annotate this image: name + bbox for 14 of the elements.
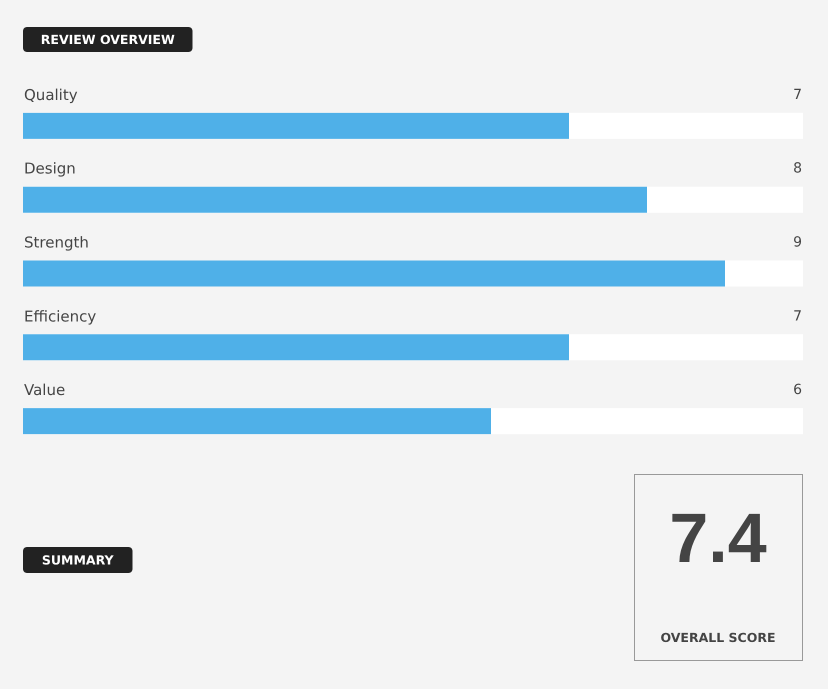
text: 7.4 bbox=[669, 499, 767, 577]
data-label: 8 bbox=[793, 160, 802, 177]
y-tick-label: Strength bbox=[24, 234, 89, 252]
chart-title: REVIEW OVERVIEW bbox=[40, 32, 175, 47]
data-label: 6 bbox=[793, 382, 802, 398]
text: OVERALL SCORE bbox=[660, 630, 776, 645]
y-tick-label: Efficiency bbox=[24, 307, 96, 326]
data-label: 7 bbox=[793, 308, 802, 324]
y-tick-label: Design bbox=[24, 160, 76, 178]
y-tick-label: Value bbox=[24, 381, 66, 400]
y-tick-label: Quality bbox=[24, 86, 78, 104]
data-label: 9 bbox=[793, 234, 802, 250]
data-label: 7 bbox=[793, 86, 802, 103]
text: SUMMARY bbox=[42, 552, 115, 568]
